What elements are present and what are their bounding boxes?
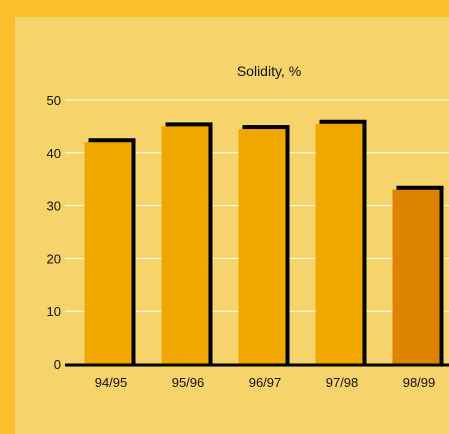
- bar: [392, 189, 440, 364]
- x-tick-labels: 94/95 95/96 96/97 97/98 98/99: [95, 375, 436, 390]
- x-tick-label: 94/95: [95, 375, 128, 390]
- chart-panel: Solidity, % 0 10 20 30 40 50 94/95 95/96 96/97 9…: [15, 17, 449, 434]
- bar: [238, 129, 286, 364]
- y-tick-label: 30: [47, 199, 61, 214]
- y-tick-label: 10: [47, 304, 61, 319]
- y-tick-label: 0: [54, 357, 61, 372]
- y-tick-label: 20: [47, 251, 61, 266]
- y-tick-label: 40: [47, 146, 61, 161]
- x-tick-label: 95/96: [172, 375, 205, 390]
- x-tick-label: 96/97: [249, 375, 282, 390]
- bars: [84, 119, 444, 365]
- bar: [315, 123, 363, 364]
- y-tick-labels: 0 10 20 30 40 50: [47, 93, 61, 372]
- bar: [161, 126, 209, 365]
- bar: [84, 142, 132, 364]
- x-tick-label: 97/98: [326, 375, 359, 390]
- chart-title: Solidity, %: [237, 63, 301, 79]
- y-tick-label: 50: [47, 93, 61, 108]
- x-tick-label: 98/99: [403, 375, 436, 390]
